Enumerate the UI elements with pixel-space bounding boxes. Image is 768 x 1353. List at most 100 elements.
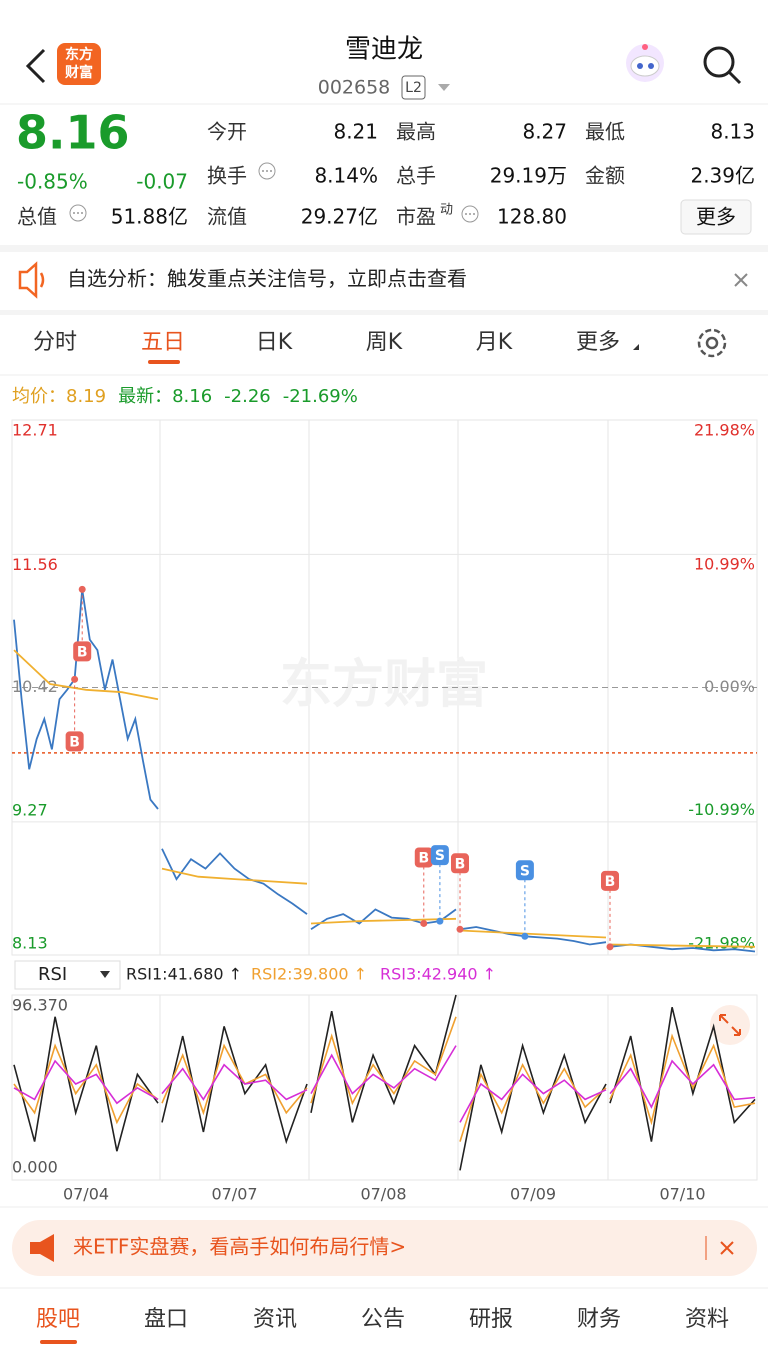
marker-dot <box>456 925 464 933</box>
last-price: 8.16 <box>16 106 130 160</box>
x-tick-label: 07/08 <box>360 1185 406 1204</box>
nav-item[interactable]: 资料 <box>685 1307 729 1332</box>
robot-icon[interactable] <box>626 44 664 82</box>
back-button[interactable] <box>25 48 46 84</box>
search-icon[interactable] <box>703 46 742 85</box>
info-line: 均价：8.19 最新：8.16 -2.26 -21.69% <box>12 386 358 407</box>
marker-dot <box>606 943 614 951</box>
info-icon[interactable] <box>69 204 87 222</box>
stat-label: 最低 <box>585 120 625 144</box>
latest-change: -2.26 <box>224 386 271 407</box>
marker-label: B <box>69 734 80 750</box>
stat-label: 最高 <box>396 120 436 144</box>
banner-close[interactable] <box>720 1241 734 1255</box>
y2-tick-label: -10.99% <box>688 800 755 819</box>
nav-item[interactable]: 公告 <box>361 1307 405 1332</box>
promo-banner[interactable] <box>12 1220 757 1276</box>
marker-label: B <box>455 856 466 872</box>
marker-badge <box>430 845 449 866</box>
y-tick-label: 11.56 <box>12 555 58 574</box>
tab[interactable]: 分时 <box>33 330 77 355</box>
level-badge[interactable]: L2 <box>405 80 422 96</box>
marker-label: S <box>520 863 530 879</box>
marker-dot <box>71 675 79 683</box>
marker-label: B <box>77 644 88 660</box>
rsi-frame <box>11 994 758 1181</box>
nav-item[interactable]: 财务 <box>577 1307 621 1332</box>
select-arrow[interactable] <box>100 971 110 978</box>
indicator-name[interactable]: RSI <box>38 964 67 985</box>
tab[interactable]: 更多 <box>576 330 620 355</box>
stat-value: 8.27 <box>522 120 567 144</box>
marker-badge <box>73 641 92 662</box>
marker-badge <box>65 731 84 752</box>
nav-item[interactable]: 盘口 <box>144 1307 188 1332</box>
stat-label: 流值 <box>207 205 247 229</box>
series-line <box>13 589 756 953</box>
info-icon[interactable] <box>461 205 479 223</box>
stock-code: 002658 <box>318 77 391 99</box>
series-line <box>13 649 756 948</box>
stat-label: 金额 <box>585 164 625 188</box>
speaker-icon <box>18 261 45 299</box>
badge-box[interactable] <box>401 75 426 100</box>
y2-tick-label: 10.99% <box>694 554 755 573</box>
tab[interactable]: 月K <box>476 330 513 355</box>
more-arrow[interactable] <box>633 344 639 350</box>
stat-value: 128.80 <box>497 205 567 229</box>
logo <box>57 43 101 85</box>
nav-item[interactable]: 资讯 <box>253 1307 297 1332</box>
close-button[interactable] <box>734 273 748 287</box>
tab-underline <box>148 360 180 364</box>
marker-label: S <box>435 848 445 864</box>
avg-price: 8.19 <box>66 386 106 407</box>
tab[interactable]: 日K <box>256 330 293 355</box>
info-icon[interactable] <box>258 162 276 180</box>
change: -0.07 <box>136 170 188 194</box>
y-tick-label: 0.000 <box>12 1158 58 1177</box>
x-tick-label: 07/07 <box>211 1185 257 1204</box>
logo-text: 财富 <box>64 64 93 81</box>
stat-label: 今开 <box>207 120 247 144</box>
latest-price: 8.16 <box>172 386 212 407</box>
marker-badge <box>601 870 619 891</box>
change-pct: -0.85% <box>17 170 88 194</box>
y2-tick-label: 21.98% <box>694 421 755 440</box>
promo-text[interactable]: 来ETF实盘赛，看高手如何布局行情> <box>73 1235 406 1259</box>
nav-underline <box>40 1340 77 1344</box>
stock-name: 雪迪龙 <box>345 35 423 65</box>
marker-badge <box>515 860 534 881</box>
y-tick-label: 96.370 <box>12 996 68 1015</box>
latest-label: 最新： <box>118 386 172 407</box>
stat-value: 8.21 <box>333 120 378 144</box>
stat-label: 市盈 <box>396 205 436 229</box>
indicator-select[interactable] <box>14 960 121 990</box>
watermark: 东方财富 <box>280 655 488 715</box>
avg-label: 均价： <box>12 386 66 407</box>
y-tick-label: 8.13 <box>12 934 48 953</box>
marker-badge <box>414 847 433 868</box>
stat-value: 8.14% <box>314 164 378 188</box>
y-tick-label: 12.71 <box>12 421 58 440</box>
tab[interactable]: 五日 <box>141 330 185 355</box>
logo-text: 东方 <box>65 46 93 63</box>
settings-icon[interactable] <box>697 328 727 358</box>
stat-value: 2.39亿 <box>690 164 755 188</box>
marker-dot <box>521 932 529 940</box>
marker-dot <box>78 585 86 593</box>
tab[interactable]: 周K <box>366 330 403 355</box>
expand-icon[interactable] <box>710 1005 750 1045</box>
marker-dot <box>436 917 444 925</box>
nav-item[interactable]: 股吧 <box>36 1307 80 1332</box>
stat-label: 总手 <box>396 164 436 188</box>
dropdown-arrow[interactable] <box>438 84 450 91</box>
more-button-text[interactable]: 更多 <box>696 205 736 229</box>
notice-text[interactable]: 自选分析：触发重点关注信号，立即点击查看 <box>67 267 467 291</box>
stat-label: 总值 <box>17 205 57 229</box>
legend-entry: RSI3:42.940 ↑ <box>380 965 496 984</box>
nav-item[interactable]: 研报 <box>469 1307 513 1332</box>
stat-value: 29.27亿 <box>301 205 378 229</box>
more-button[interactable] <box>680 199 752 235</box>
latest-change-pct: -21.69% <box>283 386 358 407</box>
